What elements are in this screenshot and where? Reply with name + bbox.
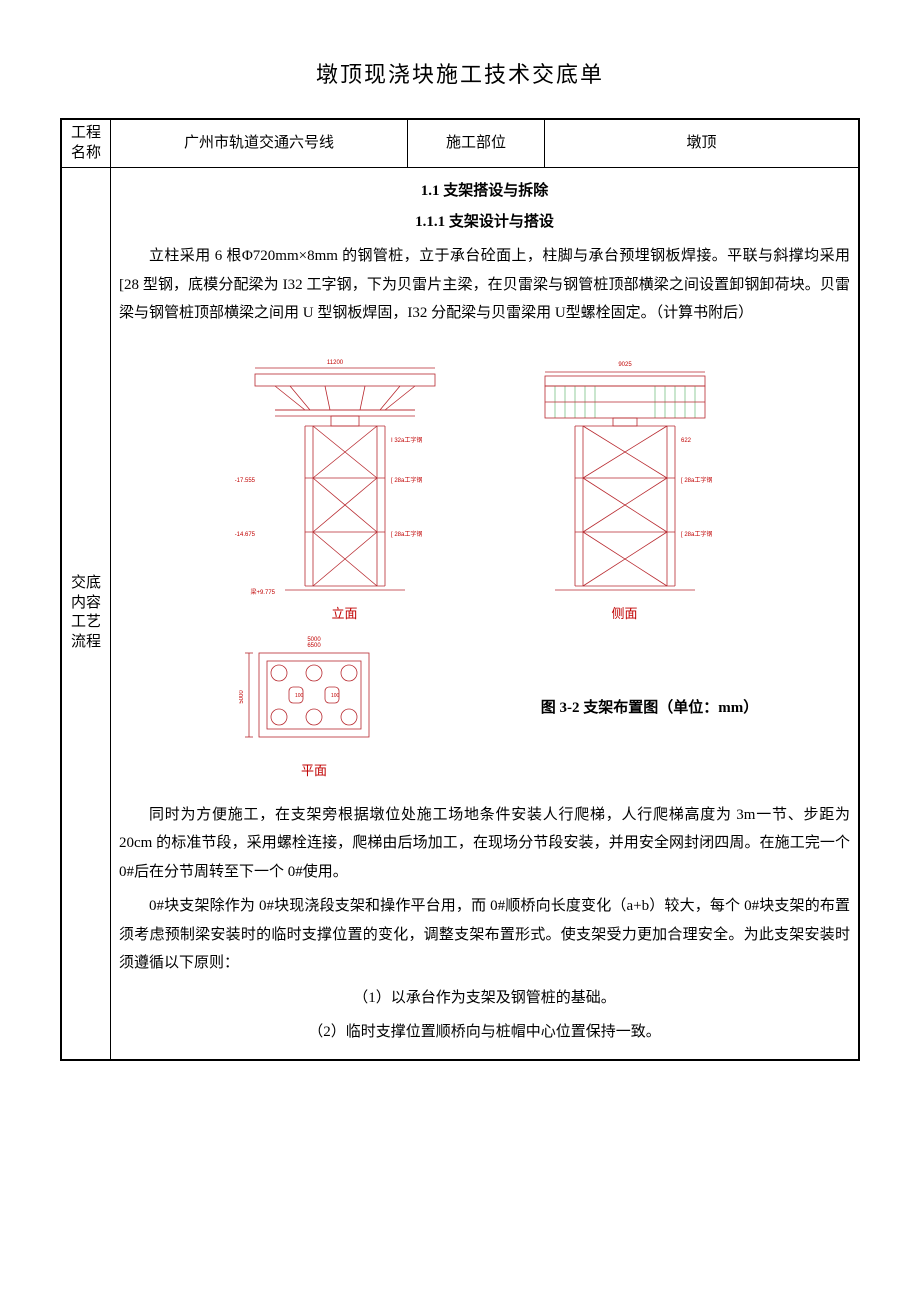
figure-caption: 图 3-2 支架布置图（单位：mm） bbox=[449, 695, 850, 722]
project-value: 广州市轨道交通六号线 bbox=[111, 119, 408, 168]
part-label: 施工部位 bbox=[408, 119, 545, 168]
svg-text:11200: 11200 bbox=[326, 360, 343, 366]
figure-side-view: 622 [ 28a工字钢 [ 28a工字钢 9025 侧面 bbox=[515, 346, 735, 625]
heading-1-1: 1.1 支架搭设与拆除 bbox=[119, 178, 850, 205]
svg-text:5000: 5000 bbox=[307, 637, 321, 643]
figure-row-elevations: I 32a工字钢 [ 28a工字钢 [ 28a工字钢 梁-17.555 梁-14… bbox=[119, 346, 850, 625]
figure-plan-view: 6500 5000 5000 100 100 平面 bbox=[239, 635, 389, 782]
project-label: 工程 名称 bbox=[61, 119, 111, 168]
content-label: 交底 内容 工艺 流程 bbox=[61, 168, 111, 1060]
paragraph-3: 0#块支架除作为 0#块现浇段支架和操作平台用，而 0#顺桥向长度变化（a+b）… bbox=[119, 892, 850, 978]
svg-text:梁+9.775: 梁+9.775 bbox=[250, 588, 275, 596]
svg-text:[ 28a工字钢: [ 28a工字钢 bbox=[681, 476, 712, 484]
figure-plan-label: 平面 bbox=[301, 759, 327, 782]
figure-front-view: I 32a工字钢 [ 28a工字钢 [ 28a工字钢 梁-17.555 梁-14… bbox=[235, 346, 455, 625]
svg-text:梁-17.555: 梁-17.555 bbox=[235, 476, 256, 484]
side-elevation-diagram: 622 [ 28a工字钢 [ 28a工字钢 9025 bbox=[515, 346, 735, 598]
svg-text:100: 100 bbox=[331, 693, 340, 699]
svg-text:9025: 9025 bbox=[618, 362, 632, 368]
svg-text:[ 28a工字钢: [ 28a工字钢 bbox=[681, 530, 712, 538]
paragraph-1: 立柱采用 6 根Φ720mm×8mm 的钢管桩，立于承台砼面上，柱脚与承台预埋钢… bbox=[119, 242, 850, 328]
svg-text:622: 622 bbox=[681, 438, 692, 444]
page-title: 墩顶现浇块施工技术交底单 bbox=[60, 55, 860, 95]
svg-text:5000: 5000 bbox=[239, 690, 245, 704]
heading-1-1-1: 1.1.1 支架设计与搭设 bbox=[119, 209, 850, 236]
figure-front-label: 立面 bbox=[331, 602, 357, 625]
svg-text:[ 28a工字钢: [ 28a工字钢 bbox=[391, 530, 422, 538]
paragraph-2: 同时为方便施工，在支架旁根据墩位处施工场地条件安装人行爬梯，人行爬梯高度为 3m… bbox=[119, 801, 850, 887]
svg-text:梁-14.675: 梁-14.675 bbox=[235, 530, 256, 538]
svg-text:[ 28a工字钢: [ 28a工字钢 bbox=[391, 476, 422, 484]
front-elevation-diagram: I 32a工字钢 [ 28a工字钢 [ 28a工字钢 梁-17.555 梁-14… bbox=[235, 346, 455, 598]
disclosure-table: 工程 名称 广州市轨道交通六号线 施工部位 墩顶 交底 内容 工艺 流程 1.1… bbox=[60, 118, 860, 1060]
content-body: 1.1 支架搭设与拆除 1.1.1 支架设计与搭设 立柱采用 6 根Φ720mm… bbox=[111, 168, 860, 1060]
plan-diagram: 6500 5000 5000 100 100 bbox=[239, 635, 389, 755]
svg-text:6500: 6500 bbox=[307, 643, 321, 649]
bullet-2: （2）临时支撑位置顺桥向与桩帽中心位置保持一致。 bbox=[119, 1018, 850, 1047]
figure-side-label: 侧面 bbox=[611, 602, 637, 625]
bullet-1: （1）以承台作为支架及钢管桩的基础。 bbox=[119, 984, 850, 1013]
figure-row-plan: 6500 5000 5000 100 100 平面 图 3-2 支架布置图（单位… bbox=[119, 635, 850, 782]
part-value: 墩顶 bbox=[545, 119, 860, 168]
svg-text:100: 100 bbox=[295, 693, 304, 699]
svg-text:I 32a工字钢: I 32a工字钢 bbox=[391, 436, 422, 444]
